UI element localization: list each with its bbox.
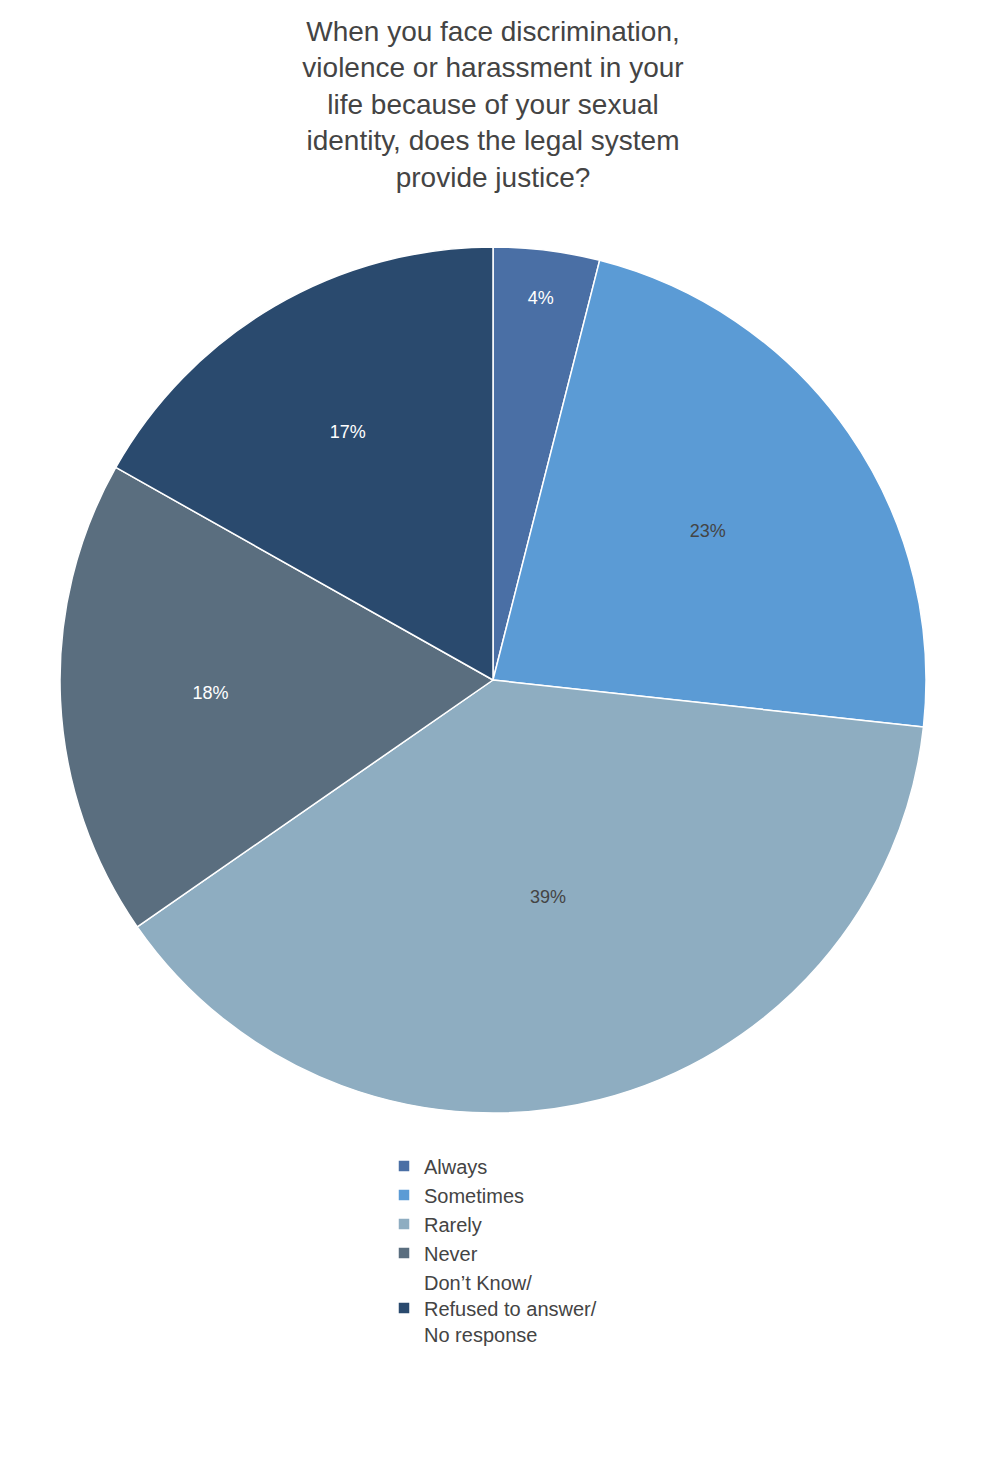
svg-text:17%: 17% <box>330 422 366 442</box>
svg-text:4%: 4% <box>528 288 554 308</box>
svg-text:Always: Always <box>424 1156 487 1178</box>
svg-text:Never: Never <box>424 1243 478 1265</box>
svg-text:When you face discrimination,v: When you face discrimination,violence or… <box>302 16 683 193</box>
svg-text:Don’t Know/Refused to answer/N: Don’t Know/Refused to answer/No response <box>424 1272 597 1346</box>
svg-text:23%: 23% <box>690 521 726 541</box>
svg-text:Rarely: Rarely <box>424 1214 482 1236</box>
svg-text:Sometimes: Sometimes <box>424 1185 524 1207</box>
svg-text:18%: 18% <box>192 683 228 703</box>
svg-text:39%: 39% <box>530 887 566 907</box>
